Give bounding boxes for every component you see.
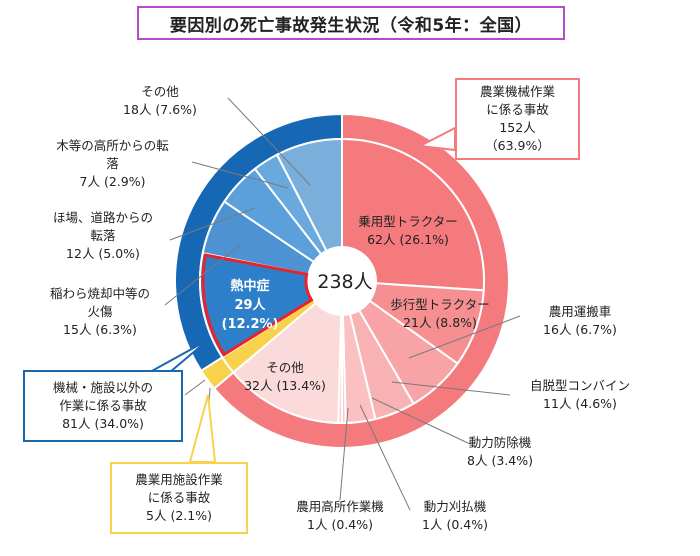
label-brush-cutter: 動力刈払機 1人 (0.4%) [422, 499, 488, 532]
leader-sprayer [371, 397, 471, 445]
callout-agri-machine: 農業機械作業 に係る事故 152人 （63.9%） [455, 78, 580, 160]
slice-riding-tractor [341, 137, 485, 292]
label-field-fall: ほ場、道路からの 転落 12人 (5.0%) [52, 210, 153, 261]
callout-non-machine: 機械・施設以外の 作業に係る事故 81人 (34.0%) [23, 370, 183, 442]
label-walking-tractor: 歩行型トラクター 21人 (8.8%) [390, 297, 490, 330]
center-hole [308, 247, 376, 315]
leader-field-fall [169, 207, 256, 241]
leader-aerial-work [339, 407, 349, 501]
leader-brush-cutter [359, 404, 411, 511]
label-sprayer: 動力防除機 8人 (3.4%) [467, 435, 533, 468]
label-aerial-work: 農用高所作業機 1人 (0.4%) [296, 499, 384, 532]
callout-agri-facility: 農業用施設作業 に係る事故 5人 (2.1%) [110, 462, 248, 534]
heatstroke-highlight [201, 253, 314, 357]
total-count: 238人 [317, 271, 373, 293]
label-heatstroke: 熱中症 29人 (12.2%) [221, 279, 279, 332]
label-other-nonmachine: その他 18人 (7.6%) [123, 84, 197, 117]
label-agri-other: その他 32人 (13.4%) [244, 360, 326, 393]
leader-other [227, 97, 311, 186]
label-tree-fall: 木等の高所からの転落 7人 (2.9%) [56, 138, 169, 189]
chart-title: 要因別の死亡事故発生状況（令和5年：全国） [137, 6, 565, 40]
label-riding-tractor: 乗用型トラクター 62人 (26.1%) [358, 214, 458, 247]
callout-pointer-agri-facility [188, 394, 217, 463]
leader-transport-cart [408, 315, 521, 359]
leader-tree-fall [191, 161, 289, 189]
label-burn: 稲わら焼却中等の 火傷 15人 (6.3%) [49, 286, 150, 337]
leader-burn [164, 244, 241, 306]
label-transport-cart: 農用運搬車 16人 (6.7%) [543, 304, 617, 337]
label-combine: 自脱型コンバイン 11人 (4.6%) [529, 378, 630, 411]
leader-combine [391, 381, 511, 396]
leader-non-machine [184, 379, 206, 396]
